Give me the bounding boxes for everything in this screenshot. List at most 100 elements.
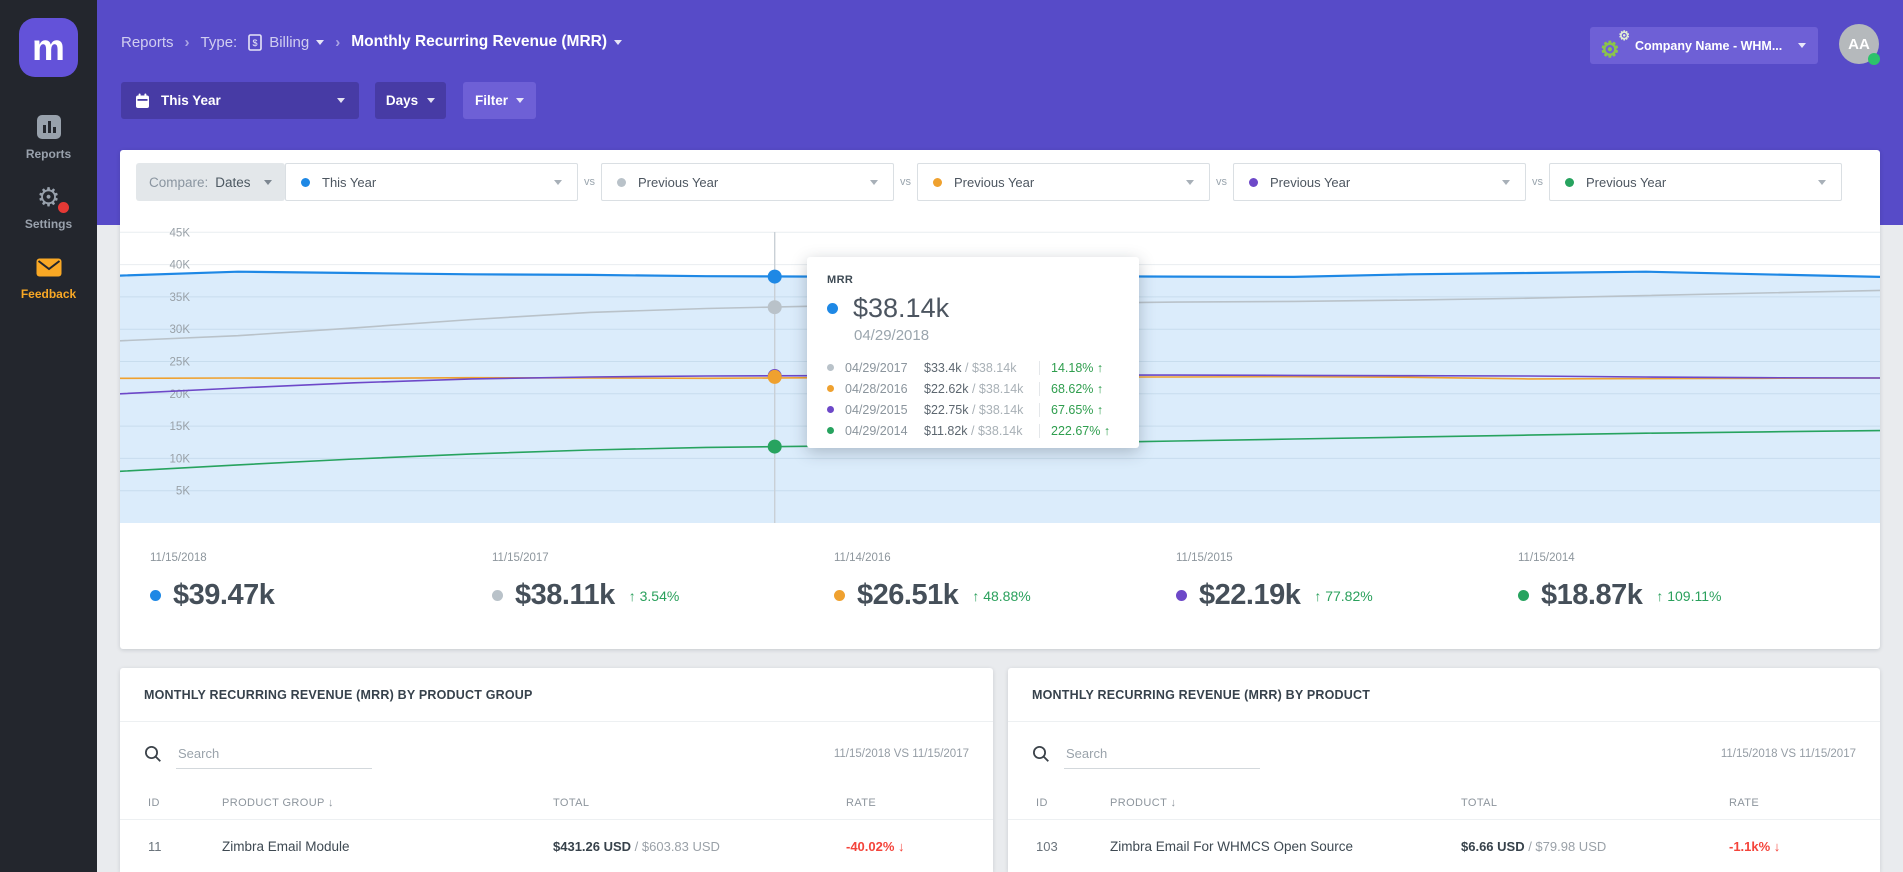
cell-total-previous: / $79.98 USD — [1524, 838, 1607, 854]
chevron-down-icon — [264, 179, 272, 185]
tooltip-row-vs-value: / $38.14k — [965, 360, 1017, 375]
envelope-icon — [0, 252, 97, 282]
compare-select-0[interactable]: This Year — [285, 163, 578, 201]
tooltip-row-date: 04/28/2016 — [845, 381, 908, 396]
series-dot — [1565, 177, 1574, 187]
table-card-product: MONTHLY RECURRING REVENUE (MRR) BY PRODU… — [1008, 668, 1880, 872]
table-row[interactable]: 11 Zimbra Email Module $431.26 USD / $603.… — [120, 820, 993, 872]
chart-tooltip: MRR $38.14k 04/29/2018 04/29/2017 $33.4k … — [807, 257, 1139, 448]
series-dot — [1518, 590, 1529, 601]
tooltip-row-date: 04/29/2017 — [845, 360, 908, 375]
column-header-rate[interactable]: RATE — [846, 796, 877, 809]
series-dot — [834, 590, 845, 601]
stat-value: $38.11k — [515, 579, 615, 611]
table-date-range: 11/15/2018 VS 11/15/2017 — [833, 748, 969, 760]
tooltip-comparison-row: 04/28/2016 $22.62k / $38.14k 68.62% ↑ — [827, 378, 1119, 399]
stat-value: $39.47k — [173, 579, 275, 611]
sidebar-item-reports[interactable]: Reports — [0, 112, 97, 161]
date-range-button[interactable]: This Year — [121, 82, 359, 119]
stat-delta: ↑ 109.11% — [1656, 587, 1722, 604]
stat-date: 11/15/2015 — [1176, 552, 1233, 564]
app-logo[interactable]: m — [19, 18, 78, 77]
stat-11/14/2016: 11/14/2016 $26.51k ↑ 48.88% — [804, 523, 1146, 649]
tooltip-row-date: 04/29/2015 — [845, 402, 908, 417]
tooltip-comparison-row: 04/29/2014 $11.82k / $38.14k 222.67% ↑ — [827, 420, 1119, 441]
compare-select-1[interactable]: Previous Year — [601, 163, 894, 201]
tooltip-row-value: $22.62k / $38.14k — [924, 381, 1024, 396]
summary-stats-row: 11/15/2018 $39.47k 11/15/2017 $38.11k ↑ 3.54… — [120, 523, 1880, 649]
compare-select-2[interactable]: Previous Year — [917, 163, 1210, 201]
sidebar-item-settings[interactable]: ⚙ Settings — [0, 182, 97, 231]
tooltip-row-vs-value: / $38.14k — [971, 381, 1024, 396]
compare-bar: Compare: Dates This Year vs Previous Year v… — [136, 163, 1864, 201]
chevron-down-icon — [554, 179, 562, 185]
stat-date: 11/15/2018 — [150, 552, 207, 564]
column-header-product-group[interactable]: PRODUCT GROUP ↓ — [222, 796, 334, 809]
series-dot — [617, 177, 626, 187]
sidebar-item-feedback[interactable]: Feedback — [0, 252, 97, 301]
svg-text:45K: 45K — [170, 227, 191, 239]
chevron-right-icon: › — [335, 33, 341, 51]
table-header-row: ID PRODUCT ↓ TOTAL RATE — [1008, 786, 1880, 820]
tooltip-row-value: $11.82k / $38.14k — [924, 423, 1023, 438]
column-header-total[interactable]: TOTAL — [1461, 796, 1498, 809]
compare-select-4[interactable]: Previous Year — [1549, 163, 1842, 201]
stat-delta: ↑ 77.82% — [1314, 587, 1373, 604]
table-card-product-group: MONTHLY RECURRING REVENUE (MRR) BY PRODU… — [120, 668, 993, 872]
stat-delta: ↑ 48.88% — [972, 587, 1031, 604]
cell-total-previous: / $603.83 USD — [631, 838, 720, 854]
compare-mode-dropdown[interactable]: Compare: Dates — [136, 163, 285, 201]
column-header-id[interactable]: ID — [1036, 796, 1048, 809]
table-search-input[interactable] — [176, 739, 372, 769]
calendar-icon — [136, 93, 149, 108]
stat-11/15/2018: 11/15/2018 $39.47k — [120, 523, 462, 649]
tooltip-row-rate: 68.62% ↑ — [1039, 381, 1119, 396]
series-dot — [301, 177, 310, 187]
avatar[interactable]: AA — [1839, 24, 1880, 65]
whmcs-gears-icon: ⚙ ⚙ — [1600, 27, 1630, 62]
table-header-row: ID PRODUCT GROUP ↓ TOTAL RATE — [120, 786, 993, 820]
breadcrumb: Reports › Type: $ Billing › Monthly Recu… — [121, 33, 623, 51]
chevron-down-icon — [516, 98, 524, 103]
table-search-input[interactable] — [1064, 739, 1260, 769]
filter-button[interactable]: Filter — [463, 82, 536, 119]
column-header-rate[interactable]: RATE — [1729, 796, 1760, 809]
stat-delta: ↑ 3.54% — [628, 587, 680, 604]
cell-total: $431.26 USD / $603.83 USD — [553, 838, 720, 854]
tooltip-row-value: $22.75k / $38.14k — [924, 402, 1024, 417]
column-header-id[interactable]: ID — [148, 796, 160, 809]
compare-select-3[interactable]: Previous Year — [1233, 163, 1526, 201]
breadcrumb-reports[interactable]: Reports — [121, 33, 174, 51]
chevron-right-icon: › — [184, 33, 190, 51]
chevron-down-icon — [337, 98, 345, 103]
column-header-total[interactable]: TOTAL — [553, 796, 590, 809]
cell-total: $6.66 USD / $79.98 USD — [1461, 838, 1607, 854]
svg-text:10K: 10K — [170, 453, 191, 465]
breadcrumb-type-dropdown[interactable]: $ Billing — [248, 34, 325, 51]
granularity-button[interactable]: Days — [375, 82, 446, 119]
mrr-line-chart[interactable]: 45K 40K 35K 30K 25K 20K 15K 10K 5K MRR $38.14k 0… — [119, 225, 1881, 523]
chevron-down-icon — [870, 179, 878, 185]
tooltip-row-rate: 67.65% ↑ — [1039, 402, 1119, 417]
column-header-product[interactable]: PRODUCT ↓ — [1110, 796, 1177, 809]
search-icon — [145, 746, 161, 762]
tooltip-row-value: $33.4k / $38.14k — [924, 360, 1017, 375]
series-dot — [1249, 177, 1258, 187]
svg-text:35K: 35K — [170, 292, 191, 304]
svg-text:5K: 5K — [176, 486, 190, 498]
company-selector[interactable]: ⚙ ⚙ Company Name - WHM... — [1590, 27, 1818, 64]
series-dot — [827, 427, 834, 434]
svg-text:15K: 15K — [170, 421, 191, 433]
gear-icon: ⚙ — [0, 182, 97, 213]
stat-value: $18.87k — [1541, 579, 1643, 611]
chevron-down-icon — [316, 39, 325, 45]
compare-select-label: Previous Year — [954, 174, 1035, 190]
report-title-dropdown[interactable]: Monthly Recurring Revenue (MRR) — [351, 33, 623, 51]
stat-11/15/2017: 11/15/2017 $38.11k ↑ 3.54% — [462, 523, 804, 649]
mrr-chart-card: Compare: Dates This Year vs Previous Year v… — [119, 150, 1881, 649]
chevron-down-icon — [1818, 179, 1826, 185]
cell-rate: -1.1k% ↓ — [1729, 838, 1781, 854]
cell-id: 11 — [148, 838, 162, 854]
table-row[interactable]: 103 Zimbra Email For WHMCS Open Source $6.… — [1008, 820, 1880, 872]
series-dot — [827, 406, 834, 413]
